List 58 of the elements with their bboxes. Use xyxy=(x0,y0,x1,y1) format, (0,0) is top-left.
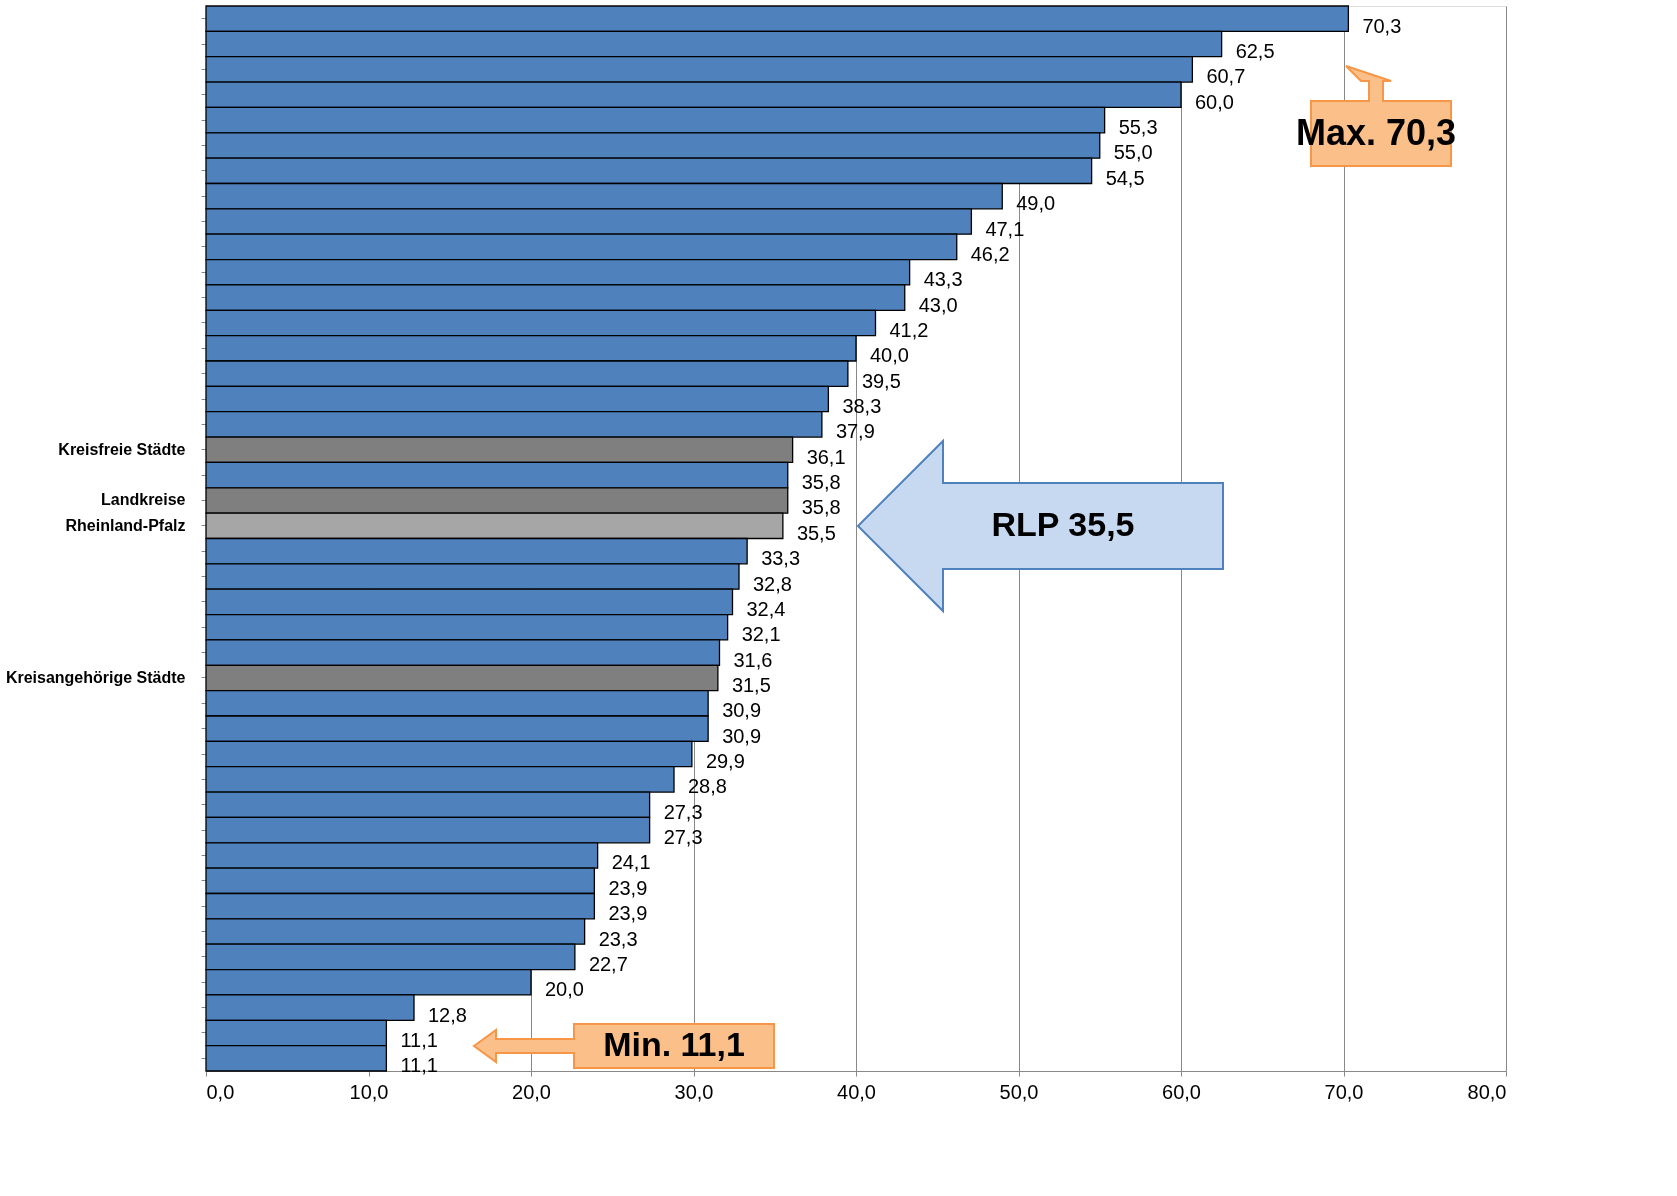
data-label: 35,8 xyxy=(801,471,841,494)
data-label: 55,3 xyxy=(1118,116,1158,139)
data-label: 70,3 xyxy=(1362,14,1402,37)
data-label: 49,0 xyxy=(1016,192,1056,215)
data-label: 60,7 xyxy=(1206,65,1246,88)
data-label: 28,8 xyxy=(688,775,727,798)
data-label: 32,1 xyxy=(741,623,781,646)
data-label: 20,0 xyxy=(545,978,584,1001)
data-label: 41,2 xyxy=(889,318,929,341)
data-label: 54,5 xyxy=(1105,166,1145,189)
x-tick-label: 60,0 xyxy=(1162,1080,1201,1103)
data-label: 30,9 xyxy=(722,724,762,747)
data-label: 12,8 xyxy=(428,1003,467,1026)
y-tick-label: Kreisfreie Städte xyxy=(58,440,186,458)
data-label: 36,1 xyxy=(806,445,846,468)
data-label: 22,7 xyxy=(588,952,628,975)
data-label: 32,8 xyxy=(753,572,792,595)
data-label: 24,1 xyxy=(611,851,651,874)
data-label: 62,5 xyxy=(1235,40,1275,63)
x-tick-label: 20,0 xyxy=(512,1080,551,1103)
data-label: 43,0 xyxy=(918,293,958,316)
data-label: 31,5 xyxy=(731,673,771,696)
data-label: 35,8 xyxy=(801,496,841,519)
data-label: 11,1 xyxy=(400,1028,438,1051)
data-label: 23,9 xyxy=(608,876,648,899)
data-label: 47,1 xyxy=(985,217,1025,240)
x-tick-label: 40,0 xyxy=(837,1080,876,1103)
data-label: 11,1 xyxy=(400,1054,438,1077)
data-label: 32,4 xyxy=(746,597,786,620)
data-label: 23,9 xyxy=(608,902,648,925)
annotation: Max. 70,3 xyxy=(1295,111,1457,153)
x-tick-label: 30,0 xyxy=(674,1080,714,1103)
data-label: 33,3 xyxy=(761,547,801,570)
y-tick-label: Rheinland-Pfalz xyxy=(65,516,186,534)
data-label: 27,3 xyxy=(663,800,703,823)
x-tick-label: 0,0 xyxy=(206,1080,235,1103)
data-label: 37,9 xyxy=(835,420,875,443)
data-label: 23,3 xyxy=(598,927,638,950)
data-label: 60,0 xyxy=(1195,90,1234,113)
data-label: 38,3 xyxy=(842,395,882,418)
data-label: 40,0 xyxy=(870,344,909,367)
data-label: 27,3 xyxy=(663,826,703,849)
data-label: 31,6 xyxy=(733,648,773,671)
annotation: Min. 11,1 xyxy=(603,1025,745,1063)
data-label: 43,3 xyxy=(923,268,963,291)
x-tick-label: 80,0 xyxy=(1467,1080,1507,1103)
data-label: 35,5 xyxy=(796,521,836,544)
data-label: 46,2 xyxy=(970,242,1010,265)
x-tick-label: 70,0 xyxy=(1324,1080,1364,1103)
data-label: 55,0 xyxy=(1113,141,1153,164)
data-label: 30,9 xyxy=(722,699,762,722)
y-tick-label: Kreisangehörige Städte xyxy=(5,668,186,686)
data-label: 39,5 xyxy=(861,369,901,392)
y-tick-label: Landkreise xyxy=(101,491,186,509)
x-tick-label: 50,0 xyxy=(999,1080,1039,1103)
x-tick-label: 10,0 xyxy=(349,1080,389,1103)
annotation: RLP 35,5 xyxy=(991,505,1135,543)
data-label: 29,9 xyxy=(705,750,745,773)
